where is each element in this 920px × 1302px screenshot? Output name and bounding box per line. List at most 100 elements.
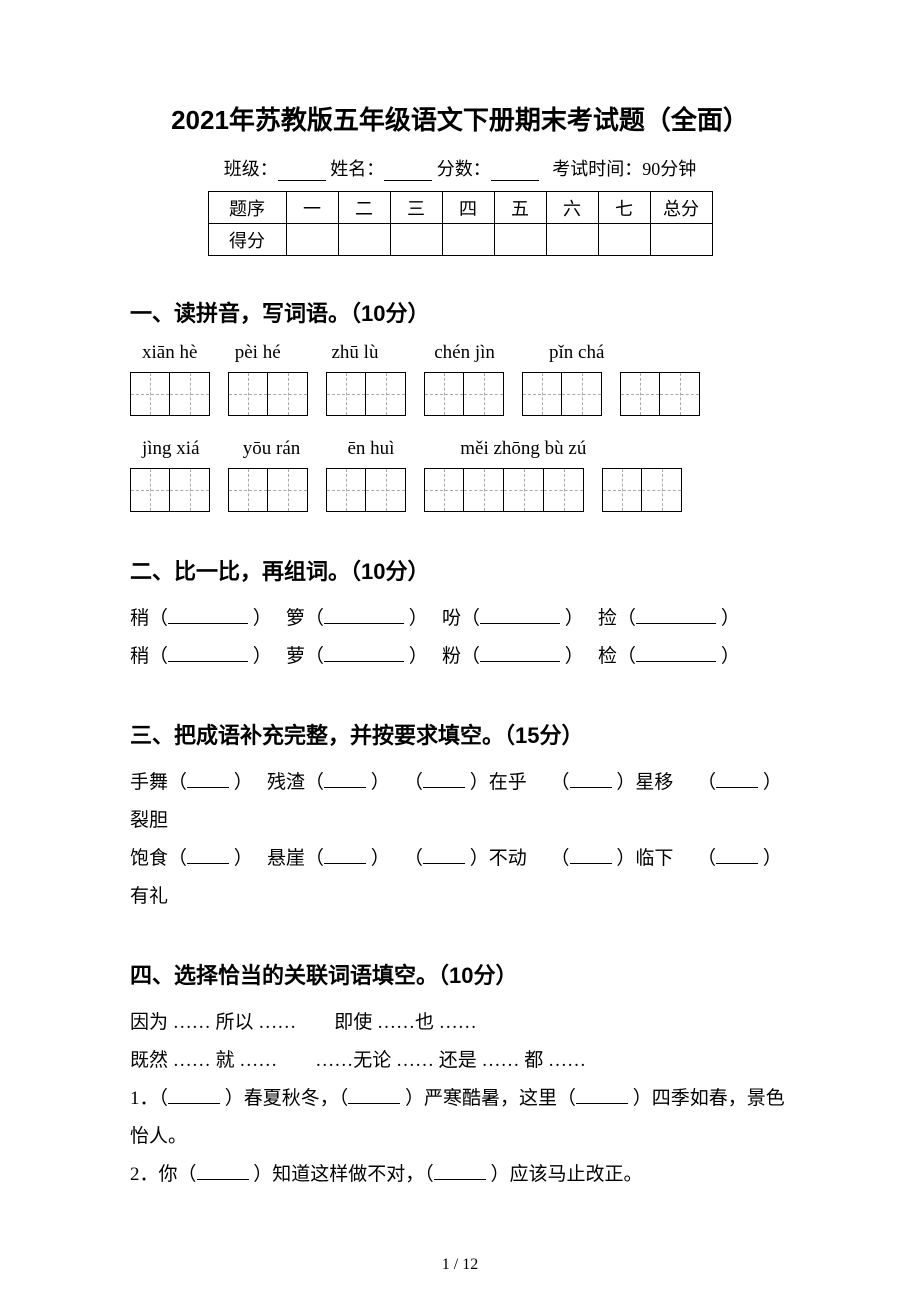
char-box[interactable] (366, 372, 406, 416)
idiom: ）不动 （ (470, 848, 570, 869)
char-box[interactable] (504, 468, 544, 512)
time-label: 考试时间：90分钟 (552, 159, 696, 179)
char-box[interactable] (326, 468, 366, 512)
section-4: 四、选择恰当的关联词语填空。（10分） 因为 …… 所以 …… 即使 ……也 …… (130, 958, 790, 1194)
section-2-heading: 二、比一比，再组词。（10分） (130, 554, 790, 586)
blank[interactable] (187, 846, 229, 864)
char-box[interactable] (130, 468, 170, 512)
blank[interactable] (168, 606, 248, 624)
char-box-group (228, 468, 308, 512)
char-box[interactable] (170, 468, 210, 512)
blank[interactable] (716, 846, 758, 864)
blank[interactable] (187, 770, 229, 788)
blank[interactable] (716, 770, 758, 788)
word-pair: ） 萝（ (253, 646, 324, 667)
blank[interactable] (570, 846, 612, 864)
blank[interactable] (348, 1086, 400, 1104)
score-cell[interactable] (650, 224, 712, 256)
idiom: ） （ (371, 848, 423, 869)
col-3: 三 (390, 192, 442, 224)
char-box[interactable] (268, 372, 308, 416)
blank[interactable] (434, 1162, 486, 1180)
col-6: 六 (546, 192, 598, 224)
section-1-heading: 一、读拼音，写词语。（10分） (130, 296, 790, 328)
score-cell[interactable] (338, 224, 390, 256)
blank[interactable] (324, 770, 366, 788)
score-cell[interactable] (390, 224, 442, 256)
options-line-2: 既然 …… 就 …… ……无论 …… 还是 …… 都 …… (130, 1042, 790, 1080)
blank[interactable] (324, 644, 404, 662)
blank[interactable] (480, 644, 560, 662)
char-box[interactable] (228, 468, 268, 512)
word-pair: ） 箩（ (253, 608, 324, 629)
class-blank[interactable] (278, 163, 326, 181)
pinyin: zhū lù (332, 342, 430, 364)
char-box[interactable] (130, 372, 170, 416)
char-box[interactable] (522, 372, 562, 416)
char-box[interactable] (562, 372, 602, 416)
header-label: 题序 (208, 192, 286, 224)
exam-title: 2021年苏教版五年级语文下册期末考试题（全面） (130, 100, 790, 137)
blank[interactable] (423, 846, 465, 864)
q-text: ）严寒酷暑，这里（ (405, 1088, 576, 1109)
blank[interactable] (636, 606, 716, 624)
blank[interactable] (636, 644, 716, 662)
word-pair: ） 捡（ (565, 608, 636, 629)
q-text: ）应该马止改正。 (491, 1164, 643, 1185)
blank[interactable] (576, 1086, 628, 1104)
blank[interactable] (168, 644, 248, 662)
char-box[interactable] (464, 468, 504, 512)
blank[interactable] (570, 770, 612, 788)
score-cell[interactable] (494, 224, 546, 256)
score-cell[interactable] (598, 224, 650, 256)
name-blank[interactable] (384, 163, 432, 181)
q3-line-2: 饱食（ ） 悬崖（ ） （ ）不动 （ ）临下 （ ）有礼 (130, 840, 790, 916)
char-box[interactable] (268, 468, 308, 512)
blank[interactable] (324, 606, 404, 624)
char-box[interactable] (170, 372, 210, 416)
word-pair: ） 吩（ (409, 608, 480, 629)
score-cell[interactable] (286, 224, 338, 256)
char-box-group (326, 372, 406, 416)
boxes-row-1 (130, 372, 790, 416)
char-box-group (130, 468, 210, 512)
char-box[interactable] (660, 372, 700, 416)
char-box[interactable] (642, 468, 682, 512)
blank[interactable] (480, 606, 560, 624)
idiom: ）星移 （ (616, 772, 716, 793)
col-2: 二 (338, 192, 390, 224)
blank[interactable] (168, 1086, 220, 1104)
char-box[interactable] (424, 468, 464, 512)
q4-1: 1．（ ）春夏秋冬，（ ）严寒酷暑，这里（ ）四季如春，景色怡人。 (130, 1080, 790, 1156)
options-line-1: 因为 …… 所以 …… 即使 ……也 …… (130, 1004, 790, 1042)
score-cell[interactable] (442, 224, 494, 256)
char-box[interactable] (326, 372, 366, 416)
char-box-group (424, 468, 584, 512)
char-box[interactable] (228, 372, 268, 416)
char-box[interactable] (602, 468, 642, 512)
char-box[interactable] (464, 372, 504, 416)
char-box[interactable] (424, 372, 464, 416)
word-pair: 稍（ (130, 608, 168, 629)
pinyin: měi zhōng bù zú (460, 438, 586, 460)
col-1: 一 (286, 192, 338, 224)
pinyin: ēn huì (348, 438, 456, 460)
char-box[interactable] (620, 372, 660, 416)
score-row-label: 得分 (208, 224, 286, 256)
score-blank[interactable] (491, 163, 539, 181)
q3-line-1: 手舞（ ） 残渣（ ） （ ）在乎 （ ）星移 （ ）裂胆 (130, 764, 790, 840)
blank[interactable] (197, 1162, 249, 1180)
section-3-heading: 三、把成语补充完整，并按要求填空。（15分） (130, 718, 790, 750)
pinyin: xiān hè (142, 342, 230, 364)
blank[interactable] (423, 770, 465, 788)
q2-line-1: 稍（ ） 箩（ ） 吩（ ） 捡（ ） (130, 600, 790, 638)
score-cell[interactable] (546, 224, 598, 256)
word-pair: ） 检（ (565, 646, 636, 667)
q-text: 2．你（ (130, 1164, 197, 1185)
col-4: 四 (442, 192, 494, 224)
section-4-heading: 四、选择恰当的关联词语填空。（10分） (130, 958, 790, 990)
char-box[interactable] (544, 468, 584, 512)
idiom: ） 残渣（ (234, 772, 324, 793)
blank[interactable] (324, 846, 366, 864)
char-box[interactable] (366, 468, 406, 512)
